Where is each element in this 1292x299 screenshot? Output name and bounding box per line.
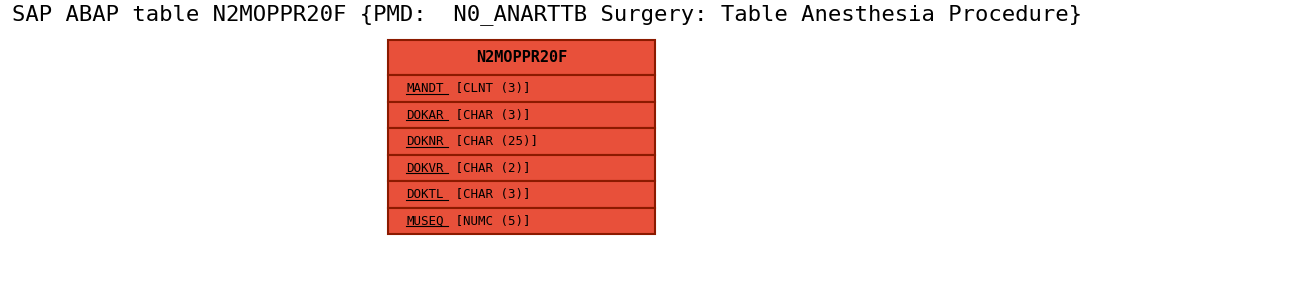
FancyBboxPatch shape xyxy=(389,128,655,155)
Text: [CHAR (25)]: [CHAR (25)] xyxy=(448,135,537,148)
FancyBboxPatch shape xyxy=(389,40,655,75)
Text: SAP ABAP table N2MOPPR20F {PMD:  N0_ANARTTB Surgery: Table Anesthesia Procedure}: SAP ABAP table N2MOPPR20F {PMD: N0_ANART… xyxy=(12,4,1083,25)
FancyBboxPatch shape xyxy=(389,102,655,128)
FancyBboxPatch shape xyxy=(389,155,655,181)
Text: DOKTL: DOKTL xyxy=(407,188,444,201)
Text: MUSEQ: MUSEQ xyxy=(407,215,444,228)
Text: [NUMC (5)]: [NUMC (5)] xyxy=(448,215,530,228)
FancyBboxPatch shape xyxy=(389,208,655,234)
Text: N2MOPPR20F: N2MOPPR20F xyxy=(475,50,567,65)
Text: MANDT: MANDT xyxy=(407,82,444,95)
Text: [CHAR (3)]: [CHAR (3)] xyxy=(448,109,530,122)
Text: DOKVR: DOKVR xyxy=(407,161,444,175)
FancyBboxPatch shape xyxy=(389,75,655,102)
Text: [CHAR (2)]: [CHAR (2)] xyxy=(448,161,530,175)
Text: DOKNR: DOKNR xyxy=(407,135,444,148)
FancyBboxPatch shape xyxy=(389,181,655,208)
Text: [CLNT (3)]: [CLNT (3)] xyxy=(448,82,530,95)
Text: DOKAR: DOKAR xyxy=(407,109,444,122)
Text: [CHAR (3)]: [CHAR (3)] xyxy=(448,188,530,201)
